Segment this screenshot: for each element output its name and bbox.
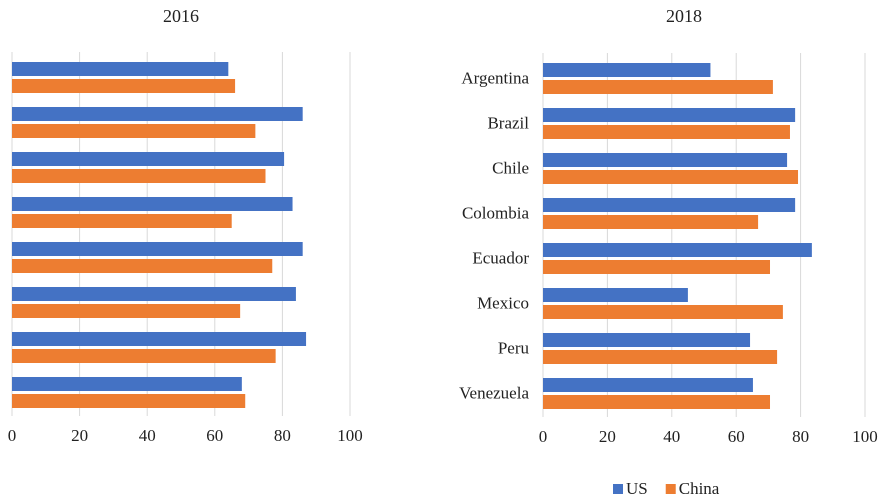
bar — [12, 332, 307, 346]
category-label: Mexico — [477, 293, 529, 312]
chart-title: 2016 — [163, 6, 199, 26]
bar — [543, 243, 812, 257]
category-label: Argentina — [461, 68, 529, 87]
x-tick-label: 100 — [852, 427, 878, 446]
bar — [12, 349, 276, 363]
x-tick-label: 60 — [728, 427, 745, 446]
bar — [12, 197, 293, 211]
bar — [543, 305, 783, 319]
x-tick-label: 80 — [792, 427, 809, 446]
category-label: Brazil — [487, 113, 529, 132]
bar — [543, 125, 790, 139]
x-tick-label: 40 — [663, 427, 680, 446]
bar — [543, 215, 759, 229]
bar — [543, 395, 771, 409]
bar — [12, 394, 246, 408]
legend-swatch — [665, 484, 676, 494]
bar — [12, 62, 229, 76]
bar — [12, 169, 266, 183]
bar — [12, 377, 242, 391]
bar — [543, 288, 688, 302]
bar — [12, 124, 256, 138]
category-label: Ecuador — [472, 248, 529, 267]
bar — [543, 378, 753, 392]
x-tick-label: 20 — [599, 427, 616, 446]
bar — [12, 79, 236, 93]
x-tick-label: 20 — [71, 426, 88, 445]
bar — [543, 198, 796, 212]
bar — [12, 107, 303, 121]
x-tick-label: 0 — [8, 426, 17, 445]
bar — [12, 304, 241, 318]
x-tick-label: 0 — [539, 427, 548, 446]
bar — [12, 242, 303, 256]
category-label: Venezuela — [459, 383, 529, 402]
legend-label: US — [626, 479, 648, 498]
bar — [543, 260, 771, 274]
category-label: Peru — [498, 338, 530, 357]
x-tick-label: 40 — [139, 426, 156, 445]
bar — [543, 63, 711, 77]
x-tick-label: 100 — [337, 426, 363, 445]
category-label: Colombia — [462, 203, 530, 222]
bar — [543, 80, 773, 94]
bar — [12, 287, 296, 301]
bar — [12, 259, 273, 273]
legend-label: China — [679, 479, 720, 498]
x-tick-label: 60 — [206, 426, 223, 445]
bar — [543, 350, 778, 364]
bar — [543, 333, 751, 347]
bar — [543, 108, 796, 122]
bar — [543, 170, 799, 184]
chart-title: 2018 — [666, 6, 702, 26]
legend-swatch — [613, 484, 623, 494]
bar — [543, 153, 788, 167]
bar — [12, 214, 232, 228]
bar — [12, 152, 285, 166]
category-label: Chile — [492, 158, 529, 177]
x-tick-label: 80 — [274, 426, 291, 445]
